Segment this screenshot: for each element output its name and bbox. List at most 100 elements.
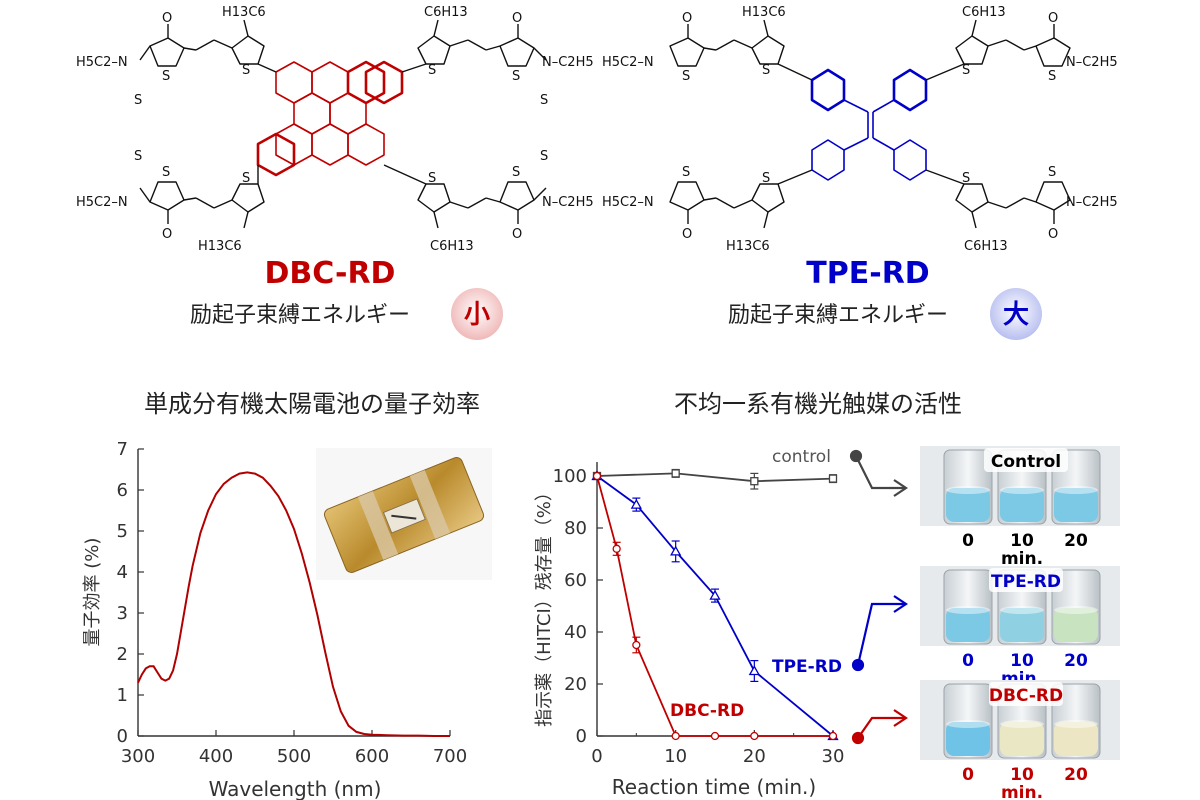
sulfur-label: S [134, 149, 142, 164]
eqe-y-tick-label: 2 [117, 644, 128, 665]
pc-y-tick-label: 0 [576, 726, 587, 747]
vial-meniscus [1054, 720, 1098, 728]
vial-liquid [946, 488, 990, 522]
vial-liquid [946, 722, 990, 756]
eqe-x-tick-label: 300 [121, 746, 155, 767]
eqe-y-tick-label: 4 [117, 562, 128, 583]
vial-time-label: 10 [1010, 651, 1034, 671]
vial-time-label: 0 [962, 651, 974, 671]
pc-y-tick-label: 20 [564, 674, 587, 695]
oxygen-label: O [512, 11, 522, 26]
sulfur-label: S [962, 63, 970, 78]
eqe-y-tick-label: 3 [117, 603, 128, 624]
eqe-x-tick-label: 500 [277, 746, 311, 767]
sulfur-label: S [1048, 165, 1056, 180]
vial-liquid [1000, 722, 1044, 756]
dbc-core [256, 60, 404, 177]
hexyl-label: H13C6 [198, 239, 242, 254]
hexyl-label: C6H13 [962, 5, 1006, 20]
molecule-tpe-rd: H13C6 C6H13 H13C6 C6H13 H5C2–N N–C2H5 H5… [602, 5, 1118, 340]
badge-small [451, 288, 503, 340]
eqe-x-tick-label: 400 [199, 746, 233, 767]
hexyl-label: C6H13 [430, 239, 474, 254]
sulfur-label: S [762, 63, 770, 78]
pc-y-axis-label: 指示薬（HITCI）残存量（%） [534, 483, 555, 727]
device-photo [316, 448, 492, 580]
exciton-binding-label: 励起子束縛エネルギー [728, 303, 948, 328]
pc-series-line-control [596, 472, 834, 483]
eqe-x-tick-label: 600 [355, 746, 389, 767]
vial-row-label: Control [991, 452, 1061, 472]
vial-time-label: 10 [1010, 765, 1034, 785]
pc-point-TPE-RD [630, 498, 642, 509]
oxygen-label: O [512, 227, 522, 242]
ethyl-label: H5C2–N [76, 55, 128, 70]
vial-label-bg [989, 682, 1063, 706]
vial-time-label: 20 [1064, 531, 1088, 551]
sulfur-label: S [134, 93, 142, 108]
pc-point-DBC-RD [632, 640, 641, 650]
sulfur-label: S [762, 171, 770, 186]
vial-meniscus [946, 720, 990, 728]
sulfur-label: S [428, 171, 436, 186]
eqe-series [137, 471, 450, 737]
pc-y-tick-label: 40 [564, 622, 587, 643]
hexyl-label: C6H13 [424, 5, 468, 20]
vial-meniscus [946, 486, 990, 494]
vial-label-bg [984, 448, 1068, 472]
vial-time-label: 20 [1064, 651, 1088, 671]
sulfur-label: S [162, 165, 170, 180]
eqe-y-tick-label: 1 [117, 685, 128, 706]
molecule-name-tpe: TPE-RD [806, 256, 929, 291]
panel-title-right: 不均一系有機光触媒の活性 [674, 390, 962, 418]
sulfur-label: S [512, 69, 520, 84]
ethyl-label: N–C2H5 [1066, 55, 1118, 70]
sulfur-label: S [428, 63, 436, 78]
pc-point-TPE-RD [670, 545, 682, 556]
series-label-dbc: DBC-RD [670, 701, 744, 721]
pc-y-tick-label: 80 [564, 518, 587, 539]
sulfur-label: S [1048, 69, 1056, 84]
pc-x-tick-label: 0 [591, 746, 602, 767]
vial-liquid [1054, 608, 1098, 642]
ethyl-label: N–C2H5 [1066, 195, 1118, 210]
eqe-y-tick-label: 5 [117, 521, 128, 542]
sulfur-label: S [162, 69, 170, 84]
oxygen-label: O [1048, 11, 1058, 26]
connectors [849, 449, 908, 745]
vial-row-label: DBC-RD [989, 686, 1063, 706]
pc-point-DBC-RD [710, 731, 720, 741]
badge-large [990, 288, 1042, 340]
oxygen-label: O [162, 11, 172, 26]
series-label-control: control [772, 447, 831, 467]
ethyl-label: N–C2H5 [542, 195, 594, 210]
vial-row-label: TPE-RD [991, 572, 1061, 592]
vial-time-label: 0 [962, 531, 974, 551]
ethyl-label: H5C2–N [602, 195, 654, 210]
vial-time-label: 20 [1064, 765, 1088, 785]
sulfur-label: S [512, 165, 520, 180]
pc-ticks: 0 10 20 30 0 20 40 60 80 100 [553, 466, 845, 767]
pc-point-control [671, 469, 680, 478]
pc-series-line-DBC-RD [596, 475, 833, 737]
sulfur-label: S [242, 63, 250, 78]
molecule-dbc-rd: H13C6 C6H13 H13C6 C6H13 H5C2–N N–C2H5 H5… [76, 5, 594, 340]
pc-point-DBC-RD [750, 731, 759, 741]
vial-liquid [1054, 722, 1098, 756]
vial-meniscus [1000, 486, 1044, 494]
pc-y-tick-label: 60 [564, 570, 587, 591]
tpe-atom-labels: H13C6 C6H13 H13C6 C6H13 H5C2–N N–C2H5 H5… [602, 5, 1118, 254]
pc-y-tick-label: 100 [553, 466, 587, 487]
hexyl-label: H13C6 [222, 5, 266, 20]
vial-meniscus [1000, 720, 1044, 728]
oxygen-label: O [1048, 227, 1058, 242]
sulfur-label: S [540, 149, 548, 164]
vial-liquid [1054, 488, 1098, 522]
tpe-arms [669, 19, 1071, 229]
tpe-core [810, 68, 928, 181]
pc-point-TPE-RD [748, 665, 760, 676]
chart-photocatalysis: 0 10 20 30 0 20 40 60 80 100 Reaction time (min.)… [534, 447, 844, 799]
oxygen-label: O [682, 11, 692, 26]
vial-photos: Control 0 10 20 min. TPE-RD 0 10 20 min. DBC-RD 0 10… [920, 446, 1120, 800]
vial-liquid [1000, 488, 1044, 522]
